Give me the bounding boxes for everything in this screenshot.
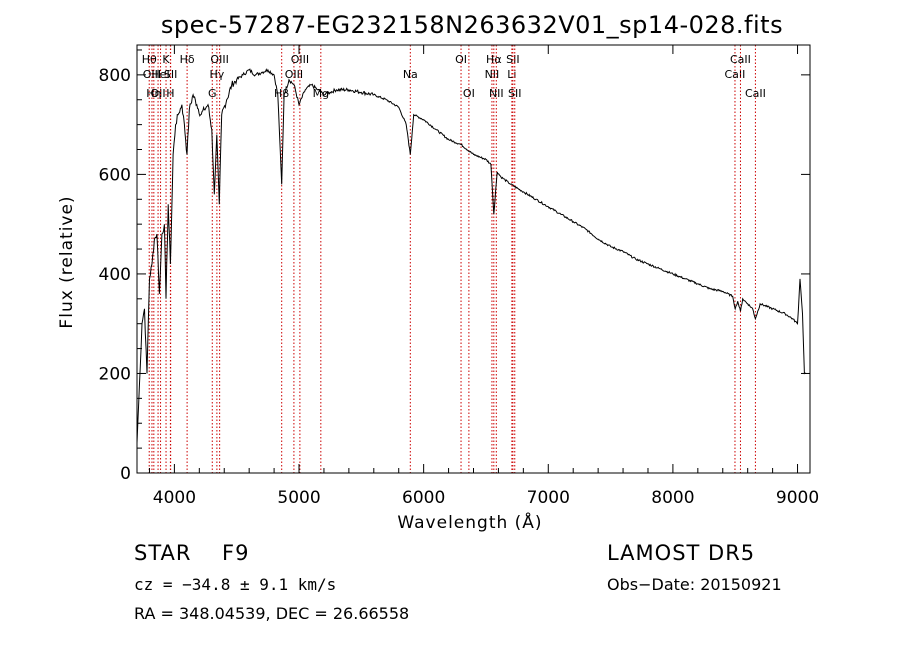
x-tick-label-2: 6000 (402, 488, 445, 508)
line-label-27: CaII (745, 87, 766, 100)
x-tick-label-3: 7000 (527, 488, 570, 508)
line-label-17: OI (455, 53, 467, 66)
line-label-8: Hδ (180, 53, 195, 66)
line-label-22: Li (507, 68, 516, 81)
line-label-5: K (162, 53, 170, 66)
line-label-4: HeI (151, 68, 169, 81)
line-label-26: CaII (730, 53, 751, 66)
line-label-16: Na (403, 68, 418, 81)
spectral-line-markers: HθOIIIHηOIIHeIKHSIIHδGHγOIIIHβOIIIOIIIMg… (142, 45, 766, 473)
redshift-text: cz = −34.8 ± 9.1 km/s (134, 575, 337, 594)
y-tick-label-3: 600 (99, 165, 131, 185)
y-axis-label: Flux (relative) (57, 195, 77, 328)
line-label-0: Hθ (142, 53, 157, 66)
line-label-1: OIII (143, 68, 161, 81)
line-label-9: G (208, 87, 217, 100)
x-axis-label: Wavelength (Å) (397, 511, 542, 533)
coordinates-text: RA = 348.04539, DEC = 26.66558 (134, 604, 410, 623)
line-label-21: NII (489, 87, 504, 100)
y-tick-label-2: 400 (99, 265, 131, 285)
series-line-0 (136, 68, 807, 444)
line-label-3: OII (150, 87, 165, 100)
chart-title: spec-57287-EG232158N263632V01_sp14-028.f… (161, 11, 783, 39)
object-subclass: F9 (222, 541, 250, 565)
x-tick-label-5: 9000 (776, 488, 819, 508)
y-tick-label-0: 0 (120, 464, 131, 484)
line-label-23: SII (506, 53, 519, 66)
obs-date-text: Obs−Date: 20150921 (607, 575, 782, 594)
line-label-25: CaII (725, 68, 746, 81)
line-label-14: OIII (291, 53, 309, 66)
line-label-24: SII (508, 87, 521, 100)
line-label-20: Hα (486, 53, 502, 66)
line-label-2: Hη (146, 87, 161, 100)
line-label-15: Mg (313, 87, 329, 100)
y-tick-label-4: 800 (99, 66, 131, 86)
x-tick-label-4: 8000 (651, 488, 694, 508)
spectrum-series (136, 68, 807, 444)
line-label-10: Hγ (209, 68, 224, 81)
line-label-11: OIII (210, 53, 228, 66)
line-label-6: H (166, 87, 174, 100)
line-label-13: OIII (285, 68, 303, 81)
line-label-7: SII (164, 68, 177, 81)
object-class: STAR (134, 541, 192, 565)
survey-name: LAMOST DR5 (607, 541, 756, 565)
x-tick-label-0: 4000 (153, 488, 196, 508)
line-label-19: NII (485, 68, 500, 81)
plot-frame (136, 44, 811, 474)
x-tick-label-1: 5000 (277, 488, 320, 508)
y-tick-label-1: 200 (99, 364, 131, 384)
line-label-18: OI (463, 87, 475, 100)
axes: 4000 5000 6000 7000 8000 9000 0 200 400 600 800 (99, 45, 819, 508)
